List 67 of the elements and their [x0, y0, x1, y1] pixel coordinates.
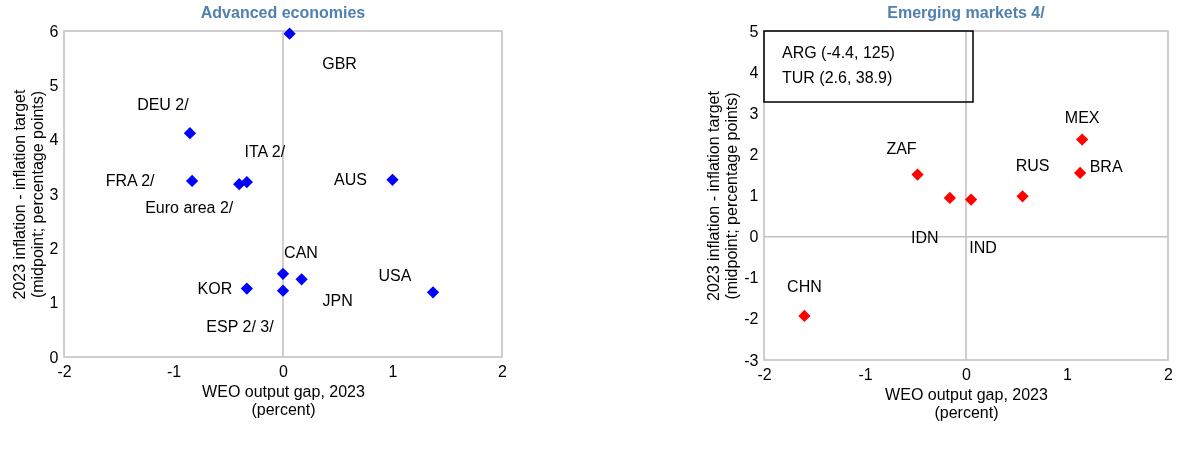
chart-title: Emerging markets 4/ [887, 4, 1046, 21]
point [276, 284, 290, 297]
series-label: CAN [284, 243, 318, 261]
y-tick-label: 2 [49, 239, 59, 257]
point [426, 286, 440, 299]
y-tick-label: 1 [749, 187, 759, 204]
point [964, 193, 978, 206]
y-tick-label: 0 [749, 228, 759, 246]
y-tick-label: 0 [49, 348, 59, 366]
y-tick-label: 3 [749, 104, 759, 122]
y-tick-label: 6 [49, 22, 59, 40]
y-tick-label: 4 [49, 131, 59, 149]
series-label: KOR [197, 279, 233, 297]
series-label: ESP 2/ 3/ [206, 317, 275, 335]
series-label: IDN [911, 228, 939, 246]
point [276, 267, 290, 280]
y-tick-label: 2 [749, 145, 759, 163]
text: IND [969, 238, 997, 256]
x-axis-title: WEO output gap, 2023 (percent) [202, 382, 365, 418]
y-tick-label: 4 [749, 63, 759, 81]
x-axis-title: WEO output gap, 2023 (percent) [885, 385, 1048, 421]
y-axis-title: 2023 inflation - inflation target (midpoint; percentage points) [10, 88, 46, 300]
y-tick-label: 1 [49, 294, 59, 312]
point [943, 191, 956, 205]
series-label: JPN [322, 292, 353, 310]
series-label: BRA [1089, 157, 1123, 175]
x-tick-label: 2 [498, 362, 508, 380]
series-label: ITA 2/ [244, 143, 286, 161]
series-label: CHN [787, 278, 822, 295]
point [283, 27, 296, 40]
series-label: FRA 2/ [105, 171, 156, 189]
x-tick-label: 2 [1164, 365, 1174, 383]
x-tick-label: 1 [388, 362, 398, 380]
series-label: DEU 2/ [137, 96, 190, 114]
point [183, 127, 197, 140]
point [798, 309, 811, 323]
point [240, 282, 253, 295]
point [1074, 166, 1087, 180]
y-tick-label: -1 [744, 269, 759, 287]
series-label: RUS [1015, 157, 1050, 175]
text: GBR [322, 54, 357, 72]
series-label: Euro area 2/ [145, 199, 234, 217]
chart-title: Advanced economies [200, 4, 366, 21]
point [386, 173, 399, 186]
point [1016, 190, 1029, 203]
x-tick-label: 0 [279, 362, 289, 380]
annotation: ARG (-4.4, 125) [782, 44, 895, 61]
series-label: AUS [334, 170, 367, 188]
annotation: TUR (2.6, 38.9) [782, 69, 893, 86]
y-tick-label: 5 [749, 22, 759, 40]
point [911, 168, 924, 181]
series-label: USA [378, 267, 412, 285]
x-tick-label: -1 [166, 362, 182, 380]
point [233, 178, 246, 191]
y-tick-label: -2 [744, 310, 759, 328]
y-tick-label: 5 [49, 76, 59, 94]
point [295, 273, 308, 286]
point [1076, 133, 1089, 146]
y-axis-title: 2023 inflation - inflation target (midpoint; percentage points) [705, 90, 741, 301]
y-tick-label: 3 [49, 185, 59, 203]
x-tick-label: 0 [962, 365, 972, 383]
x-tick-label: 1 [1063, 365, 1073, 383]
x-tick-label: -1 [858, 365, 873, 383]
y-tick-label: -3 [744, 351, 759, 369]
series-label: ZAF [886, 139, 917, 157]
series-label: MEX [1064, 108, 1100, 126]
point [185, 174, 199, 188]
